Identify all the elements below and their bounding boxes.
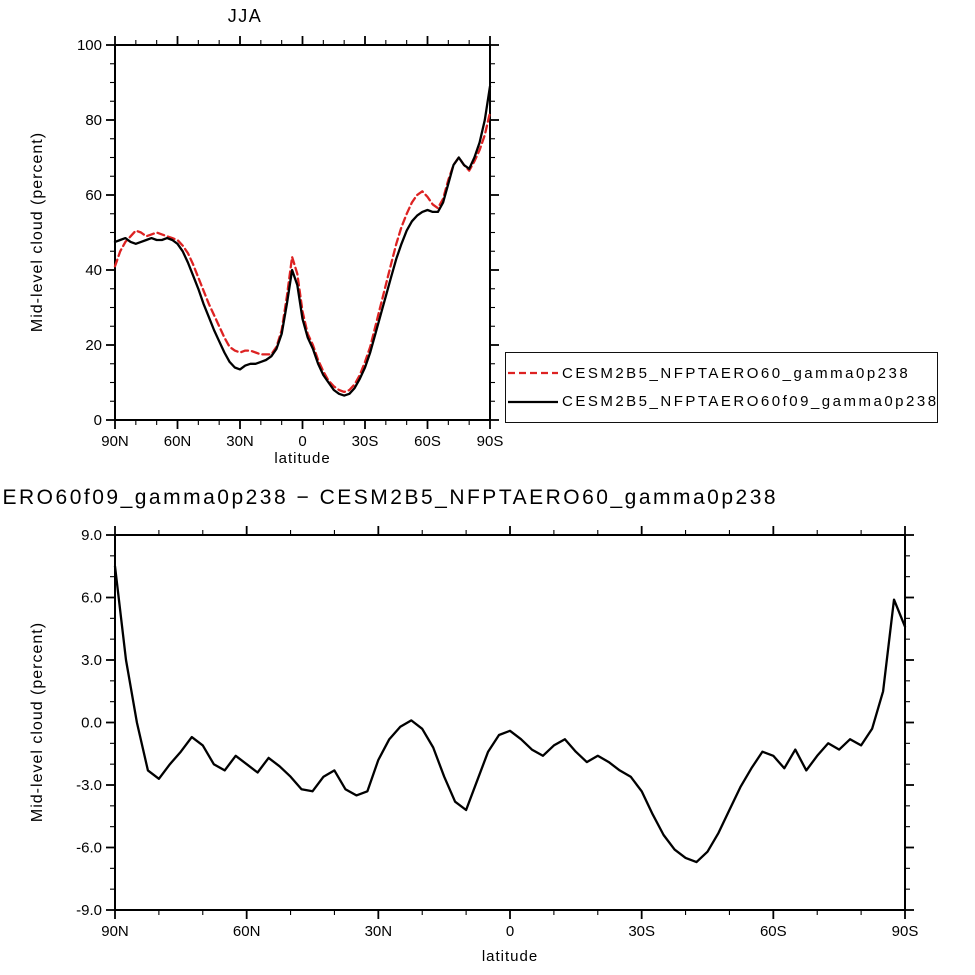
bottom-chart: 90N 60N 30N 0 30S 60S 90S -9.0 -6.0 -3.0 0.0 3.0 6.0… xyxy=(76,526,918,940)
top-chart-title: JJA xyxy=(227,6,263,26)
top-chart: 90N 60N 30N 0 30S 60S 90S 0 20 40 60 80 100 xyxy=(77,36,503,450)
x-tick-label: 60S xyxy=(760,923,787,940)
x-tick-label: 30S xyxy=(352,433,379,450)
y-tick-label: -6.0 xyxy=(76,840,102,857)
legend-box: CESM2B5_NFPTAERO60_gamma0p238 CESM2B5_NF… xyxy=(505,352,938,423)
y-tick-label: 0 xyxy=(94,412,102,429)
legend-solid-line-sample xyxy=(508,400,558,403)
x-tick-label: 30N xyxy=(365,923,393,940)
legend-dashed-line-sample xyxy=(508,372,558,375)
legend-label-solid: CESM2B5_NFPTAERO60f09_gamma0p238 xyxy=(562,393,939,411)
legend-label-dashed: CESM2B5_NFPTAERO60_gamma0p238 xyxy=(562,364,911,382)
bottom-chart-x-axis-label: latitude xyxy=(481,948,539,965)
legend-entry-dashed: CESM2B5_NFPTAERO60_gamma0p238 xyxy=(506,365,937,382)
x-tick-label: 90S xyxy=(892,923,919,940)
y-tick-label: 40 xyxy=(85,262,102,279)
x-tick-label: 60S xyxy=(414,433,441,450)
tick-labels: 90N 60N 30N 0 30S 60S 90S 0 20 40 60 80 100 xyxy=(77,37,503,450)
x-tick-label: 0 xyxy=(298,433,306,450)
series-line-0 xyxy=(113,565,907,864)
x-tick-label: 60N xyxy=(164,433,192,450)
legend-entry-solid: CESM2B5_NFPTAERO60f09_gamma0p238 xyxy=(506,393,937,410)
y-tick-label: 6.0 xyxy=(81,590,102,607)
x-tick-label: 90N xyxy=(101,433,129,450)
axes xyxy=(106,36,499,429)
y-tick-label: 9.0 xyxy=(81,527,102,544)
x-tick-label: 60N xyxy=(233,923,261,940)
y-tick-label: 80 xyxy=(85,112,102,129)
series-line-0 xyxy=(113,111,492,394)
tick-labels: 90N 60N 30N 0 30S 60S 90S -9.0 -6.0 -3.0 0.0 3.0 6.0… xyxy=(76,527,918,940)
x-tick-label: 30N xyxy=(226,433,254,450)
y-tick-label: -3.0 xyxy=(76,777,102,794)
x-tick-label: 0 xyxy=(506,923,514,940)
x-tick-label: 90S xyxy=(477,433,504,450)
x-tick-label: 30S xyxy=(628,923,655,940)
bottom-chart-title: AERO60f09_gamma0p238 − CESM2B5_NFPTAERO6… xyxy=(0,486,779,509)
y-tick-label: -9.0 xyxy=(76,902,102,919)
y-tick-label: 3.0 xyxy=(81,652,102,669)
axes xyxy=(106,526,914,919)
y-tick-label: 60 xyxy=(85,187,102,204)
y-tick-label: 20 xyxy=(85,337,102,354)
y-tick-label: 100 xyxy=(77,37,102,54)
bottom-chart-y-axis-label: Mid-level cloud (percent) xyxy=(29,621,46,823)
y-tick-label: 0.0 xyxy=(81,715,102,732)
x-tick-label: 90N xyxy=(101,923,129,940)
series-line-1 xyxy=(113,85,492,397)
top-chart-y-axis-label: Mid-level cloud (percent) xyxy=(29,131,46,333)
top-chart-x-axis-label: latitude xyxy=(274,450,331,467)
